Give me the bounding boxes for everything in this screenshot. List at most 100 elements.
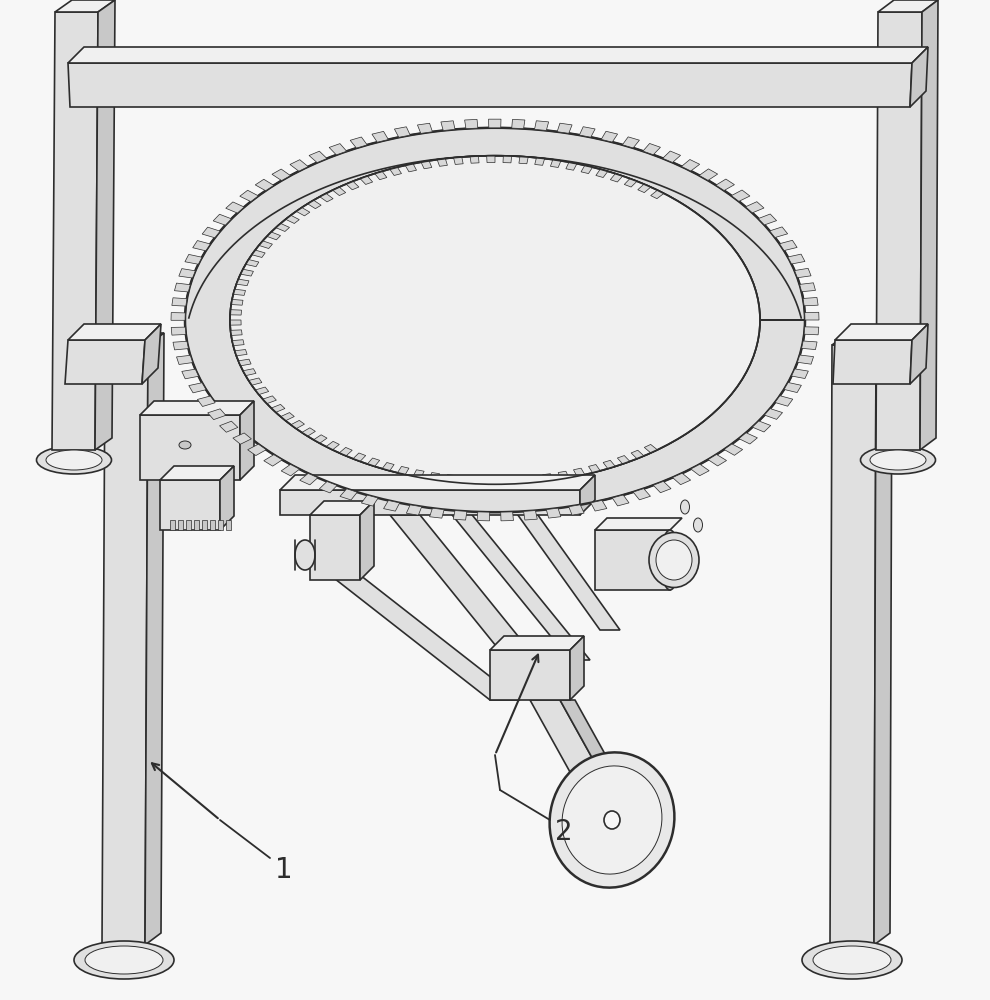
Polygon shape bbox=[493, 128, 497, 156]
Polygon shape bbox=[205, 250, 206, 281]
Polygon shape bbox=[314, 435, 327, 443]
Polygon shape bbox=[206, 248, 208, 278]
Text: 1: 1 bbox=[275, 856, 293, 884]
Ellipse shape bbox=[562, 766, 662, 874]
Polygon shape bbox=[280, 475, 595, 490]
Polygon shape bbox=[637, 149, 641, 178]
Polygon shape bbox=[625, 179, 637, 187]
Polygon shape bbox=[326, 441, 340, 450]
Polygon shape bbox=[171, 327, 186, 335]
Polygon shape bbox=[323, 159, 327, 188]
Polygon shape bbox=[660, 157, 663, 187]
Polygon shape bbox=[365, 144, 369, 174]
Polygon shape bbox=[275, 183, 278, 213]
Polygon shape bbox=[805, 312, 819, 320]
Polygon shape bbox=[65, 340, 145, 384]
Polygon shape bbox=[194, 164, 796, 327]
Polygon shape bbox=[432, 131, 436, 160]
Polygon shape bbox=[330, 156, 334, 185]
Polygon shape bbox=[223, 226, 225, 256]
Polygon shape bbox=[724, 444, 742, 455]
Polygon shape bbox=[718, 186, 721, 216]
Polygon shape bbox=[266, 188, 269, 218]
Polygon shape bbox=[511, 128, 515, 156]
Polygon shape bbox=[338, 153, 342, 182]
Polygon shape bbox=[350, 137, 367, 148]
Polygon shape bbox=[613, 142, 617, 171]
Polygon shape bbox=[360, 176, 372, 184]
Polygon shape bbox=[617, 143, 621, 172]
Polygon shape bbox=[488, 128, 493, 156]
Polygon shape bbox=[360, 146, 365, 175]
Polygon shape bbox=[833, 340, 912, 384]
Polygon shape bbox=[405, 164, 417, 172]
Polygon shape bbox=[685, 168, 689, 198]
Polygon shape bbox=[478, 477, 487, 484]
Polygon shape bbox=[741, 203, 743, 233]
Polygon shape bbox=[340, 489, 357, 500]
Polygon shape bbox=[453, 157, 463, 164]
Polygon shape bbox=[209, 243, 211, 273]
Polygon shape bbox=[140, 415, 240, 480]
Polygon shape bbox=[319, 160, 323, 190]
Polygon shape bbox=[334, 154, 338, 184]
Polygon shape bbox=[208, 245, 209, 276]
Polygon shape bbox=[751, 212, 753, 242]
Polygon shape bbox=[745, 202, 764, 213]
Ellipse shape bbox=[656, 540, 692, 580]
Polygon shape bbox=[232, 340, 245, 346]
Polygon shape bbox=[199, 261, 200, 291]
Polygon shape bbox=[171, 313, 185, 320]
Polygon shape bbox=[601, 139, 605, 168]
Polygon shape bbox=[788, 258, 790, 289]
Polygon shape bbox=[769, 231, 771, 261]
Polygon shape bbox=[140, 401, 254, 415]
Polygon shape bbox=[537, 130, 542, 158]
Polygon shape bbox=[524, 511, 538, 520]
Polygon shape bbox=[346, 181, 359, 190]
Polygon shape bbox=[835, 324, 928, 340]
Polygon shape bbox=[621, 144, 625, 174]
Polygon shape bbox=[197, 263, 199, 294]
Polygon shape bbox=[524, 129, 528, 157]
Polygon shape bbox=[284, 177, 288, 207]
Polygon shape bbox=[272, 169, 290, 181]
Text: 2: 2 bbox=[555, 818, 572, 846]
Polygon shape bbox=[625, 146, 630, 175]
Polygon shape bbox=[802, 341, 817, 350]
Polygon shape bbox=[692, 172, 696, 201]
Polygon shape bbox=[696, 173, 699, 203]
Polygon shape bbox=[569, 505, 584, 515]
Polygon shape bbox=[699, 169, 718, 180]
Polygon shape bbox=[239, 210, 242, 240]
Polygon shape bbox=[479, 128, 484, 156]
Polygon shape bbox=[267, 232, 280, 240]
Polygon shape bbox=[193, 274, 194, 305]
Polygon shape bbox=[775, 396, 793, 406]
Polygon shape bbox=[767, 228, 769, 259]
Polygon shape bbox=[804, 327, 819, 335]
Polygon shape bbox=[785, 253, 787, 284]
Polygon shape bbox=[298, 170, 301, 200]
Polygon shape bbox=[567, 133, 571, 162]
Polygon shape bbox=[796, 274, 797, 305]
Polygon shape bbox=[353, 148, 356, 177]
Polygon shape bbox=[591, 500, 607, 511]
Polygon shape bbox=[557, 123, 572, 133]
Polygon shape bbox=[390, 515, 560, 688]
Polygon shape bbox=[535, 158, 544, 165]
Polygon shape bbox=[758, 219, 760, 249]
Polygon shape bbox=[487, 156, 495, 163]
Polygon shape bbox=[678, 165, 682, 195]
Polygon shape bbox=[300, 473, 318, 485]
Polygon shape bbox=[733, 197, 736, 227]
Polygon shape bbox=[367, 458, 380, 466]
Polygon shape bbox=[215, 235, 217, 266]
Polygon shape bbox=[280, 490, 580, 515]
Polygon shape bbox=[316, 162, 319, 191]
Polygon shape bbox=[68, 47, 928, 63]
Polygon shape bbox=[656, 156, 660, 185]
Polygon shape bbox=[495, 477, 503, 484]
Polygon shape bbox=[288, 175, 291, 205]
Polygon shape bbox=[263, 455, 282, 466]
